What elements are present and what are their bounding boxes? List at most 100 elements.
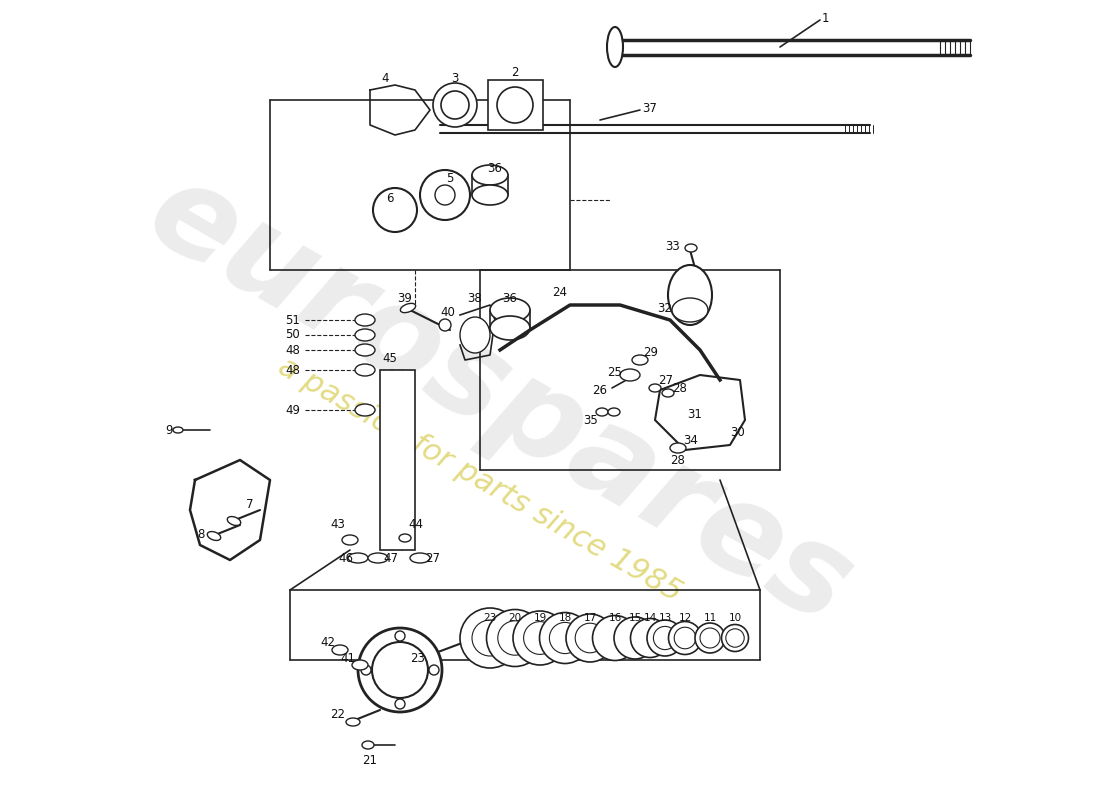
Text: 2: 2 <box>512 66 519 78</box>
Ellipse shape <box>348 553 369 563</box>
Text: 14: 14 <box>644 613 657 623</box>
Text: 28: 28 <box>670 454 685 466</box>
Text: 34: 34 <box>683 434 697 446</box>
Text: 13: 13 <box>659 613 672 623</box>
Ellipse shape <box>593 615 638 661</box>
Ellipse shape <box>695 623 725 653</box>
Ellipse shape <box>410 553 430 563</box>
Ellipse shape <box>486 610 543 666</box>
Text: 26: 26 <box>592 383 607 397</box>
Ellipse shape <box>228 517 241 526</box>
Ellipse shape <box>608 408 620 416</box>
Ellipse shape <box>399 534 411 542</box>
Ellipse shape <box>632 355 648 365</box>
Ellipse shape <box>497 87 534 123</box>
Ellipse shape <box>355 329 375 341</box>
Text: 19: 19 <box>534 613 547 623</box>
Text: 45: 45 <box>382 351 397 365</box>
Text: 35: 35 <box>583 414 598 426</box>
Text: 7: 7 <box>246 498 254 511</box>
Ellipse shape <box>400 303 416 313</box>
Ellipse shape <box>490 298 530 322</box>
Text: 22: 22 <box>330 709 345 722</box>
Ellipse shape <box>566 614 614 662</box>
Text: 33: 33 <box>666 241 680 254</box>
Ellipse shape <box>460 608 520 668</box>
Ellipse shape <box>342 535 358 545</box>
Text: 44: 44 <box>408 518 424 531</box>
Ellipse shape <box>355 314 375 326</box>
Ellipse shape <box>596 408 608 416</box>
Text: 4: 4 <box>382 71 388 85</box>
Text: 25: 25 <box>607 366 621 378</box>
Text: 8: 8 <box>198 529 205 542</box>
Ellipse shape <box>373 188 417 232</box>
Text: 29: 29 <box>644 346 658 358</box>
Text: 20: 20 <box>508 613 521 623</box>
Ellipse shape <box>362 741 374 749</box>
Ellipse shape <box>498 621 532 655</box>
Ellipse shape <box>352 660 368 670</box>
Text: 38: 38 <box>468 291 483 305</box>
Text: 23: 23 <box>410 651 425 665</box>
Bar <box>488 80 543 130</box>
Text: 32: 32 <box>657 302 672 314</box>
Ellipse shape <box>614 617 656 659</box>
Ellipse shape <box>434 185 455 205</box>
Text: 30: 30 <box>730 426 745 438</box>
Ellipse shape <box>630 618 670 658</box>
Text: 43: 43 <box>330 518 345 531</box>
Text: a passion for parts since 1985: a passion for parts since 1985 <box>273 352 686 608</box>
Text: 42: 42 <box>320 637 336 650</box>
Text: 40: 40 <box>441 306 455 319</box>
Text: 11: 11 <box>703 613 716 623</box>
Ellipse shape <box>649 384 661 392</box>
Ellipse shape <box>662 389 674 397</box>
Ellipse shape <box>368 553 388 563</box>
Text: 12: 12 <box>679 613 692 623</box>
Ellipse shape <box>722 625 748 651</box>
Ellipse shape <box>647 620 683 656</box>
Ellipse shape <box>372 642 428 698</box>
Text: 28: 28 <box>672 382 686 394</box>
Ellipse shape <box>726 629 745 647</box>
Ellipse shape <box>653 626 676 650</box>
Text: 17: 17 <box>583 613 596 623</box>
Text: 41: 41 <box>340 651 355 665</box>
Text: 6: 6 <box>386 191 394 205</box>
Text: 37: 37 <box>642 102 657 114</box>
Ellipse shape <box>355 404 375 416</box>
Ellipse shape <box>549 622 581 654</box>
Ellipse shape <box>358 628 442 712</box>
Text: 15: 15 <box>628 613 641 623</box>
Text: 50: 50 <box>285 329 300 342</box>
Ellipse shape <box>513 611 566 665</box>
Ellipse shape <box>441 91 469 119</box>
Ellipse shape <box>433 83 477 127</box>
Ellipse shape <box>439 319 451 331</box>
Text: 9: 9 <box>165 423 173 437</box>
Ellipse shape <box>472 620 508 656</box>
Bar <box>379 370 415 550</box>
Ellipse shape <box>685 244 697 252</box>
Text: 3: 3 <box>451 71 459 85</box>
Text: 24: 24 <box>552 286 568 298</box>
Text: 48: 48 <box>285 343 300 357</box>
Ellipse shape <box>460 317 490 353</box>
Text: 23: 23 <box>483 613 496 623</box>
Text: 5: 5 <box>447 171 453 185</box>
Text: 49: 49 <box>285 403 300 417</box>
Text: 27: 27 <box>658 374 673 386</box>
Ellipse shape <box>490 316 530 340</box>
Text: 51: 51 <box>285 314 300 326</box>
Ellipse shape <box>472 165 508 185</box>
Text: 48: 48 <box>285 363 300 377</box>
Ellipse shape <box>700 628 720 648</box>
Ellipse shape <box>670 443 686 453</box>
Text: 18: 18 <box>559 613 572 623</box>
Ellipse shape <box>672 298 708 322</box>
Text: 46: 46 <box>338 551 353 565</box>
Ellipse shape <box>607 27 623 67</box>
Ellipse shape <box>472 185 508 205</box>
Ellipse shape <box>620 369 640 381</box>
